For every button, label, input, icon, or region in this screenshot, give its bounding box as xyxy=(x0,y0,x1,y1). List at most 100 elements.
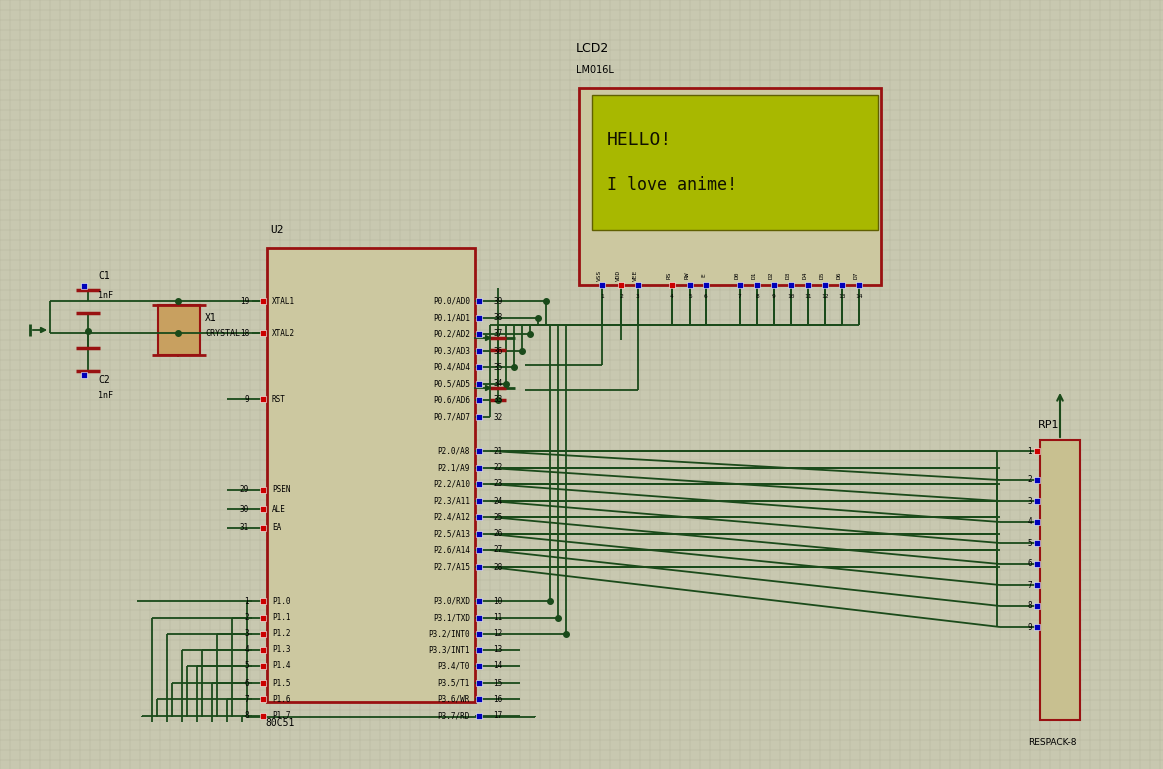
Text: 4: 4 xyxy=(670,295,673,299)
Text: LM016L: LM016L xyxy=(576,65,614,75)
Bar xyxy=(476,696,481,702)
Text: 5: 5 xyxy=(1027,538,1032,548)
Text: 2: 2 xyxy=(1027,475,1032,484)
Text: P3.7/RD: P3.7/RD xyxy=(437,711,470,721)
Text: 5: 5 xyxy=(244,661,249,671)
Bar xyxy=(476,713,481,719)
Bar xyxy=(635,282,641,288)
Bar xyxy=(261,631,266,637)
Text: P3.0/RXD: P3.0/RXD xyxy=(433,597,470,605)
Bar xyxy=(261,525,266,531)
Text: 26: 26 xyxy=(493,530,502,538)
Bar xyxy=(476,364,481,370)
Bar xyxy=(1034,498,1040,504)
Bar xyxy=(476,547,481,553)
Bar xyxy=(737,282,743,288)
Text: E: E xyxy=(701,273,706,277)
Text: P0.0/AD0: P0.0/AD0 xyxy=(433,297,470,305)
Text: X1: X1 xyxy=(205,313,216,323)
Text: P0.3/AD3: P0.3/AD3 xyxy=(433,347,470,355)
Bar xyxy=(1034,624,1040,630)
Bar xyxy=(687,282,693,288)
Text: P0.5/AD5: P0.5/AD5 xyxy=(433,379,470,388)
Text: 14: 14 xyxy=(855,295,863,299)
Text: P1.2: P1.2 xyxy=(272,630,291,638)
Text: U2: U2 xyxy=(270,225,284,235)
Text: LCD2: LCD2 xyxy=(576,42,609,55)
Text: P0.6/AD6: P0.6/AD6 xyxy=(433,395,470,404)
Text: 19: 19 xyxy=(240,297,249,305)
Bar xyxy=(158,305,200,355)
Text: 3: 3 xyxy=(1027,497,1032,505)
Bar xyxy=(476,397,481,403)
Text: D3: D3 xyxy=(786,271,791,278)
Text: P2.5/A13: P2.5/A13 xyxy=(433,530,470,538)
Bar xyxy=(839,282,846,288)
Text: 25: 25 xyxy=(493,512,502,521)
Bar xyxy=(702,282,709,288)
Text: VDD: VDD xyxy=(616,269,621,281)
Bar xyxy=(261,696,266,702)
Text: 28: 28 xyxy=(493,562,502,571)
Text: 35: 35 xyxy=(493,362,502,371)
Text: RS: RS xyxy=(668,271,672,278)
Bar xyxy=(476,514,481,520)
Bar xyxy=(476,564,481,570)
Bar xyxy=(476,414,481,420)
Text: 1: 1 xyxy=(600,295,604,299)
Text: 30: 30 xyxy=(240,504,249,514)
Text: 38: 38 xyxy=(493,314,502,322)
Text: P0.1/AD1: P0.1/AD1 xyxy=(433,314,470,322)
Bar xyxy=(261,680,266,686)
Bar xyxy=(856,282,862,288)
Text: 1: 1 xyxy=(244,597,249,605)
Bar xyxy=(618,282,625,288)
Bar xyxy=(476,615,481,621)
Bar xyxy=(476,631,481,637)
Bar xyxy=(805,282,811,288)
Bar xyxy=(476,315,481,321)
Text: VSS: VSS xyxy=(597,269,602,281)
Text: 18: 18 xyxy=(240,328,249,338)
Text: 4: 4 xyxy=(1027,518,1032,527)
Text: 13: 13 xyxy=(839,295,846,299)
Bar xyxy=(476,348,481,354)
Bar xyxy=(261,330,266,336)
Text: D6: D6 xyxy=(837,271,842,278)
Text: 4: 4 xyxy=(244,645,249,654)
Bar xyxy=(1034,603,1040,609)
Bar xyxy=(669,282,675,288)
Bar xyxy=(261,506,266,512)
Text: 36: 36 xyxy=(493,347,502,355)
Text: P2.0/A8: P2.0/A8 xyxy=(437,447,470,455)
Text: 6: 6 xyxy=(1027,560,1032,568)
Text: 8: 8 xyxy=(755,295,759,299)
Bar xyxy=(592,95,878,230)
Text: 33: 33 xyxy=(493,395,502,404)
Bar xyxy=(789,282,794,288)
Text: 23: 23 xyxy=(493,480,502,488)
Bar xyxy=(1034,540,1040,546)
Bar xyxy=(476,331,481,337)
Text: P2.4/A12: P2.4/A12 xyxy=(433,512,470,521)
Bar xyxy=(476,381,481,387)
Bar xyxy=(476,598,481,604)
Bar xyxy=(1034,561,1040,567)
Text: RP1: RP1 xyxy=(1039,420,1059,430)
Text: 10: 10 xyxy=(493,597,502,605)
Text: C2: C2 xyxy=(98,375,109,385)
Text: C1: C1 xyxy=(98,271,109,281)
Text: 34: 34 xyxy=(493,379,502,388)
Bar xyxy=(261,298,266,304)
Text: 7: 7 xyxy=(1027,581,1032,590)
Bar xyxy=(754,282,759,288)
Text: 9: 9 xyxy=(1027,622,1032,631)
Bar xyxy=(1034,477,1040,483)
Text: 29: 29 xyxy=(240,485,249,494)
Text: 2: 2 xyxy=(619,295,623,299)
Bar xyxy=(476,498,481,504)
Text: 24: 24 xyxy=(493,497,502,505)
Text: XTAL1: XTAL1 xyxy=(272,297,295,305)
Text: 7: 7 xyxy=(739,295,742,299)
Text: 17: 17 xyxy=(493,711,502,721)
